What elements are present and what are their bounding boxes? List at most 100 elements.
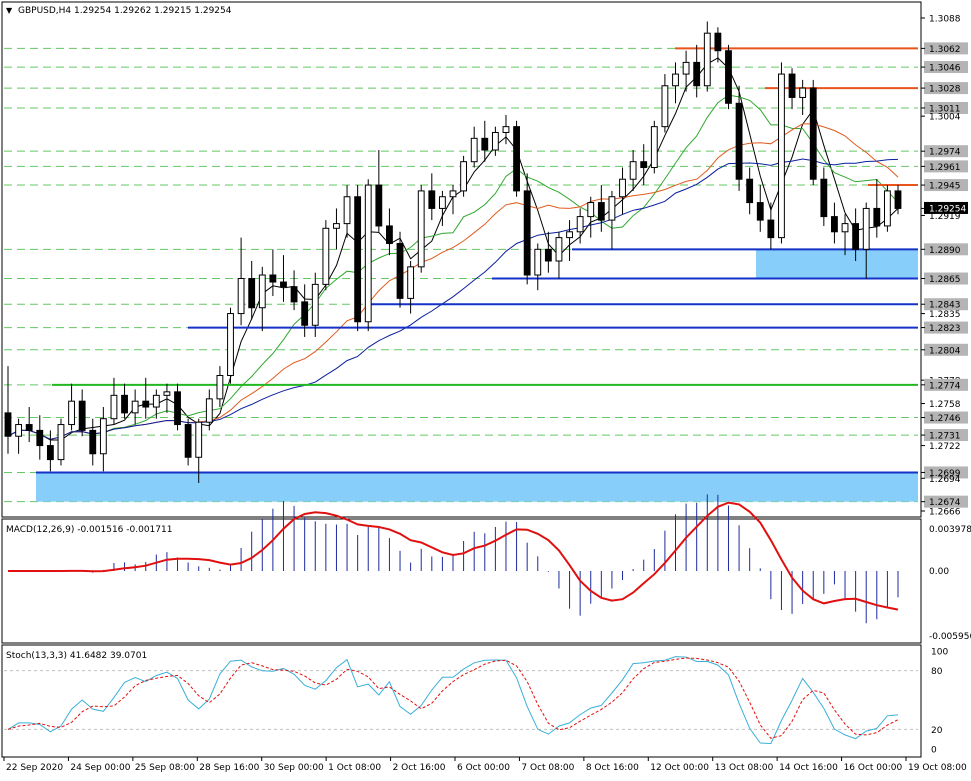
price-label-bg [924,42,968,55]
price-tick-label: 1.2722 [929,442,961,452]
zone-lower [36,472,918,502]
candle-body [195,421,203,458]
candle-body [862,207,870,250]
candle-body [767,219,775,239]
price-tick-label: 1.2674 [929,498,961,508]
time-tick-label: 14 Oct 16:00 [779,763,838,773]
candle-body [386,225,393,244]
candle-body [481,137,489,151]
price-label-bg [924,411,968,424]
candle-body [502,126,510,133]
candle-body [396,242,404,299]
candle-body [78,400,86,431]
candle-body [205,398,213,423]
candle-body [343,196,351,225]
candle-body [883,190,891,227]
candle-body [852,223,860,250]
time-tick-label: 13 Oct 08:00 [715,763,774,773]
time-tick-label: 19 Oct 08:00 [908,763,967,773]
title-arrow-icon[interactable]: ▼ [6,6,13,15]
candle-body [894,190,902,209]
time-tick-label: 12 Oct 00:00 [650,763,709,773]
candle-body [237,278,245,315]
candle-body [799,87,807,98]
candle-body [576,216,584,233]
candle-body [280,281,287,288]
stoch-axis-label: 0 [931,746,937,756]
stoch-axis-label: 80 [931,667,943,677]
price-tick-label: 1.3088 [929,15,961,25]
candle-body [470,137,478,163]
candle-body [290,286,298,303]
price-tick-label: 1.3004 [929,113,961,123]
price-tick-label: 1.2890 [929,246,961,256]
candle-body [311,283,319,326]
candle-body [301,301,309,326]
candle-body [555,237,563,262]
stoch-panel-frame [1,644,922,758]
candle-body [820,178,828,218]
macd-panel-frame [1,518,922,644]
candle-body [99,418,107,455]
macd-label: MACD(12,26,9) -0.001516 -0.001711 [6,525,172,535]
stoch-main-line [7,656,899,745]
candle-body [142,400,150,408]
candle-body [174,391,181,426]
price-tick-label: 1.3062 [929,45,961,55]
current-price-label: 1.29254 [929,204,966,214]
candle-body [661,85,669,128]
candle-body [873,207,881,227]
candle-body [608,196,616,221]
candle-body [682,61,690,75]
price-tick-label: 1.3046 [929,64,961,74]
price-tick-label: 1.2699 [929,469,961,479]
stoch-panel: Stoch(13,3,3) 41.6482 39.0701 100 80 20 0 [4,648,948,756]
price-tick-label: 1.2974 [929,148,961,158]
candle-body [650,126,658,169]
candle-body [438,196,446,209]
time-axis: 22 Sep 2020 24 Sep 00:00 25 Sep 08:00 28 Se… [3,757,967,773]
price-tick-label: 1.2731 [929,432,961,442]
time-tick-label: 16 Oct 00:00 [844,763,903,773]
candle-body [640,161,648,169]
current-price-tag [924,201,968,214]
candle-body [587,202,595,218]
candle-body [714,32,722,52]
candle-body [364,184,372,323]
candle-body [703,32,711,87]
price-tick-label: 1.2666 [929,508,961,518]
price-label-bg [924,272,968,285]
macd-axis-label: 0.00 [929,567,949,577]
candle-body [809,87,817,180]
macd-axis-label: 0.003978 [929,525,971,535]
candle-body [36,429,44,447]
candle-body [131,400,139,414]
time-tick-label: 25 Sep 08:00 [135,763,195,773]
candle-body [491,131,499,151]
stoch-signal-line [7,657,899,739]
price-label-bg [924,466,968,479]
candle-body [375,184,383,227]
symbol-ohlc-label: GBPUSD,H4 1.29254 1.29262 1.29215 1.2925… [18,6,232,16]
price-tick-label: 1.2774 [929,381,961,391]
candle-body [725,50,732,104]
candle-body [544,248,552,262]
candlestick-series [4,21,902,483]
highlight-zones [36,249,918,502]
panel-frames [1,1,922,758]
candle-body [25,424,33,431]
time-tick-label: 6 Oct 00:00 [457,763,510,773]
candle-body [756,202,764,221]
price-label-bg [924,82,968,95]
stoch-axis-label: 100 [931,648,948,658]
candle-body [46,445,54,461]
stoch-label: Stoch(13,3,3) 41.6482 39.0701 [6,651,147,661]
candle-body [566,231,573,239]
candle-body [322,227,330,285]
price-tick-label: 1.2758 [929,400,961,410]
price-tick-label: 1.2746 [929,414,961,424]
price-label-bg [924,495,968,508]
